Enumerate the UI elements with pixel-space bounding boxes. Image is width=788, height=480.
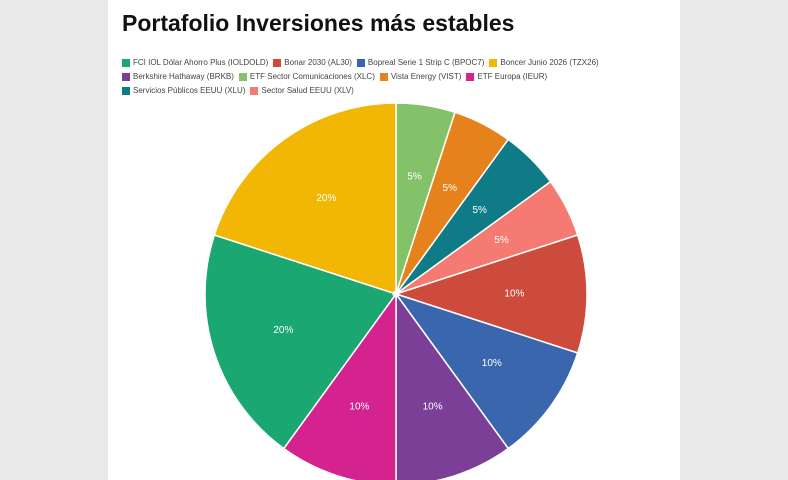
legend-item: Bonar 2030 (AL30) — [273, 58, 352, 67]
pie-slice — [394, 292, 579, 450]
legend-item: Sector Salud EEUU (XLV) — [250, 86, 354, 95]
legend-swatch — [379, 72, 388, 81]
pie-slice — [213, 102, 397, 296]
pie-slice — [393, 234, 588, 354]
legend-swatch — [122, 72, 130, 81]
legend-label: Bopreal Serie 1 Strip C (BPOC7) — [367, 58, 485, 67]
legend-swatch — [122, 86, 130, 95]
legend-item: ETF Sector Comunicaciones (XLC) — [238, 72, 375, 81]
data-label: 5% — [494, 235, 509, 246]
legend-label: Boncer Junio 2026 (TZX26) — [500, 58, 599, 67]
data-label: 20% — [316, 193, 336, 204]
legend-item: ETF Europa (IEUR) — [466, 72, 547, 81]
legend-swatch — [489, 58, 498, 67]
chart-title: Portafolio Inversiones más estables — [122, 10, 515, 36]
data-label: 10% — [349, 401, 369, 412]
legend-item: Bopreal Serie 1 Strip C (BPOC7) — [356, 58, 485, 67]
pie-slice — [204, 234, 398, 450]
legend-label: Sector Salud EEUU (XLV) — [261, 86, 354, 95]
data-label: 5% — [407, 172, 422, 183]
legend-swatch — [250, 86, 259, 95]
legend-item: FCI IOL Dólar Ahorro Plus (IOLDOLD) — [122, 58, 268, 67]
legend-label: FCI IOL Dólar Ahorro Plus (IOLDOLD) — [133, 58, 269, 67]
legend-label: ETF Europa (IEUR) — [477, 72, 548, 81]
legend-item: Boncer Junio 2026 (TZX26) — [489, 58, 599, 67]
legend-label: Bonar 2030 (AL30) — [284, 58, 352, 67]
legend-item: Servicios Públicos EEUU (XLU) — [122, 86, 245, 95]
legend-swatch — [238, 72, 247, 81]
legend: FCI IOL Dólar Ahorro Plus (IOLDOLD) Bonar… — [122, 58, 670, 95]
legend-item: Berkshire Hathaway (BRKB) — [122, 72, 234, 81]
data-label: 10% — [423, 401, 443, 412]
pie-center — [392, 290, 400, 298]
legend-label: Vista Energy (VIST) — [390, 72, 462, 81]
legend-swatch — [356, 58, 365, 67]
data-label: 20% — [273, 325, 293, 336]
legend-label: Servicios Públicos EEUU (XLU) — [133, 86, 246, 95]
pie-slice — [282, 291, 397, 480]
data-label: 10% — [482, 358, 502, 369]
data-label: 10% — [504, 289, 524, 300]
pie-slice — [395, 291, 510, 480]
legend-swatch — [122, 58, 130, 67]
data-label: 5% — [443, 183, 458, 194]
data-label: 5% — [473, 205, 488, 216]
legend-swatch — [273, 58, 282, 67]
legend-item: Vista Energy (VIST) — [379, 72, 462, 81]
legend-label: ETF Sector Comunicaciones (XLC) — [249, 72, 375, 81]
legend-label: Berkshire Hathaway (BRKB) — [133, 72, 234, 81]
legend-swatch — [466, 72, 475, 81]
